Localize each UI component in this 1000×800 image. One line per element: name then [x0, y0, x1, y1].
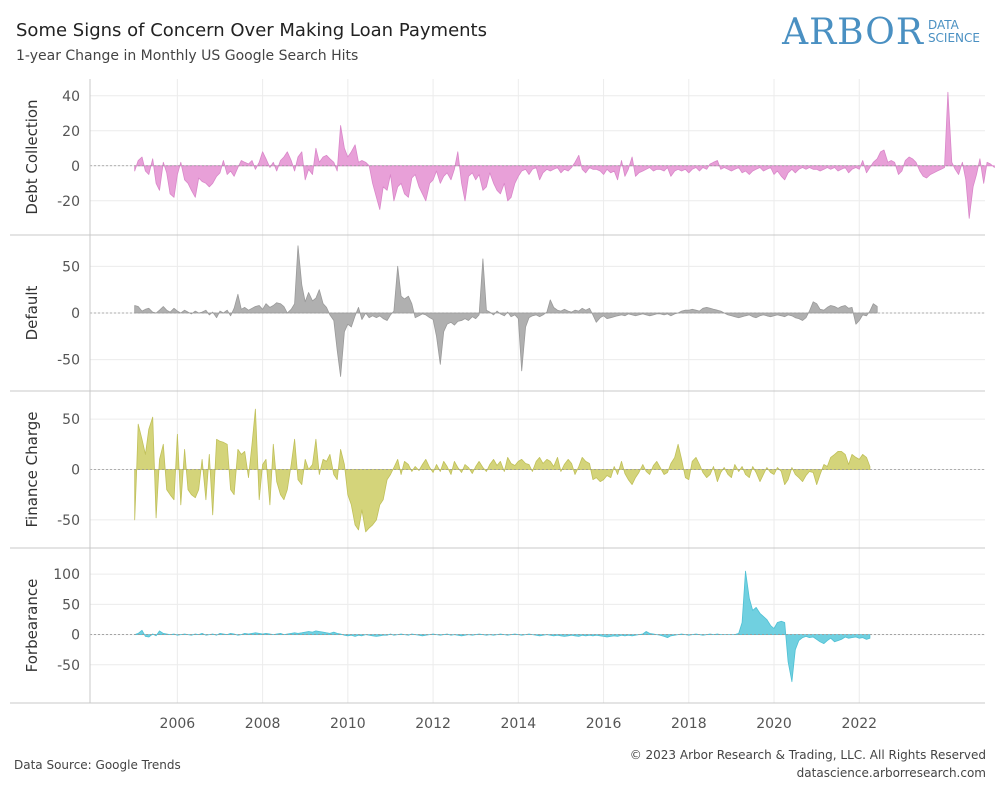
series-area	[134, 408, 871, 533]
y-tick-label: -50	[57, 513, 80, 529]
chart-subtitle: 1-year Change in Monthly US Google Searc…	[16, 48, 359, 64]
series-area	[134, 91, 995, 219]
panel-label: Finance Charge	[23, 412, 41, 528]
y-tick-label: 0	[71, 463, 80, 479]
x-tick-label: 2006	[160, 716, 196, 732]
panel-label: Debt Collection	[23, 99, 41, 214]
y-tick-label: 20	[62, 124, 80, 140]
x-tick-label: 2008	[245, 716, 281, 732]
x-tick-label: 2014	[501, 716, 537, 732]
x-tick-label: 2018	[671, 716, 707, 732]
y-tick-label: 50	[62, 259, 80, 275]
y-tick-label: 0	[71, 159, 80, 175]
x-tick-label: 2010	[330, 716, 366, 732]
source-url: datascience.arborresearch.com	[796, 766, 986, 780]
y-tick-label: 50	[62, 597, 80, 613]
y-tick-label: -20	[57, 194, 80, 210]
x-tick-label: 2012	[415, 716, 451, 732]
y-tick-label: 0	[71, 628, 80, 644]
logo-sub-line1: DATA	[927, 18, 959, 32]
y-tick-label: -50	[57, 353, 80, 369]
copyright: © 2023 Arbor Research & Trading, LLC. Al…	[629, 748, 986, 762]
x-tick-label: 2020	[756, 716, 792, 732]
panel-label: Forbearance	[23, 579, 41, 673]
logo-sub-line2: SCIENCE	[927, 31, 980, 45]
x-tick-label: 2016	[586, 716, 622, 732]
y-tick-label: 40	[62, 89, 80, 105]
x-tick-label: 2022	[841, 716, 877, 732]
y-tick-label: 100	[53, 567, 80, 583]
y-tick-label: 50	[62, 412, 80, 428]
y-tick-label: -50	[57, 658, 80, 674]
y-tick-label: 0	[71, 306, 80, 322]
series-area	[134, 245, 878, 377]
logo-sub: DATA SCIENCE	[928, 19, 980, 45]
panel-label: Default	[23, 285, 41, 340]
logo-main: ARBOR	[782, 11, 924, 53]
chart-title: Some Signs of Concern Over Making Loan P…	[16, 20, 487, 41]
arbor-logo: ARBOR DATA SCIENCE	[782, 10, 980, 54]
data-source: Data Source: Google Trends	[14, 758, 181, 772]
